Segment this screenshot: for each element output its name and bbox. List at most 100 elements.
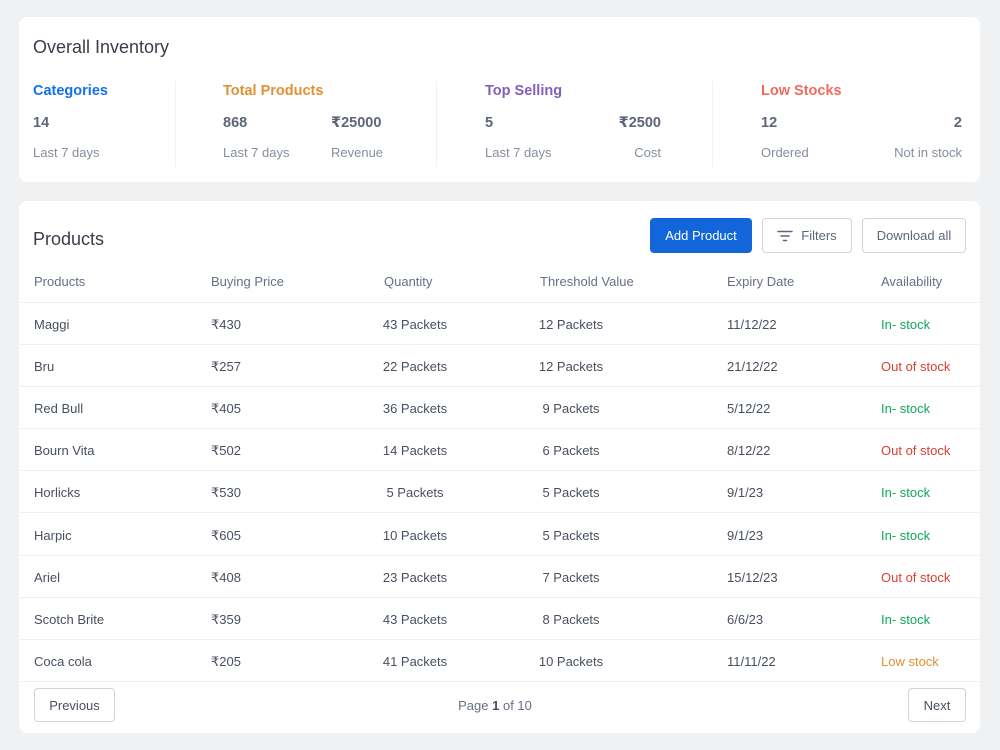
buying-price-cell: ₹205 [211,653,241,669]
table-row[interactable]: Bourn Vita ₹502 14 Packets 6 Packets 8/12/22… [19,429,980,472]
product-name-cell: Horlicks [34,485,81,501]
table-row[interactable]: Horlicks ₹530 5 Packets 5 Packets 9/1/23 In- … [19,471,980,514]
add-product-button[interactable]: Add Product [650,218,752,253]
stat-cost-value: ₹2500 [618,115,661,131]
quantity-cell: 5 Packets [386,485,444,501]
page-word: Page [458,698,489,713]
stat-revenue-value: ₹25000 [331,115,382,131]
table-header: Products Buying Price Quantity Threshold… [19,263,980,303]
quantity-cell: 22 Packets [382,359,448,375]
stat-not-in-stock-sub: Not in stock [894,145,962,160]
threshold-value-cell: 10 Packets [538,653,604,669]
availability-cell: In- stock [881,401,931,417]
availability-cell: In- stock [881,485,931,501]
availability-cell: In- stock [881,527,931,543]
stat-categories: Categories 14 Last 7 days [33,81,173,169]
quantity-cell: 43 Packets [382,611,448,627]
expiry-date-cell: 21/12/22 [727,359,778,375]
previous-page-button[interactable]: Previous [34,688,115,722]
stat-total-products: Total Products 868 Last 7 days ₹25000 Re… [223,81,423,169]
column-header-buying-price[interactable]: Buying Price [211,274,284,289]
product-name-cell: Red Bull [34,401,84,417]
stat-revenue-sub: Revenue [331,145,384,160]
column-header-availability[interactable]: Availability [881,274,943,289]
quantity-cell: 36 Packets [382,401,448,417]
stat-categories-value: 14 [33,115,50,131]
stat-divider [175,81,176,167]
quantity-cell: 43 Packets [382,317,448,332]
expiry-date-cell: 11/11/22 [727,653,776,669]
availability-cell: In- stock [881,317,931,332]
products-card: Products Add Product Filters Download al… [19,201,980,733]
table-row[interactable]: Red Bull ₹405 36 Packets 9 Packets 5/12/22 In… [19,387,980,430]
expiry-date-cell: 11/12/22 [727,317,777,332]
buying-price-cell: ₹430 [211,317,241,332]
stat-top-selling-sub: Last 7 days [485,145,552,160]
filter-lines-icon [777,230,794,241]
product-name-cell: Harpic [34,527,72,543]
threshold-value-cell: 6 Packets [542,443,600,459]
expiry-date-cell: 9/1/23 [727,485,764,501]
stat-categories-label: Categories [33,83,108,99]
buying-price-cell: ₹530 [211,485,241,501]
product-name-cell: Ariel [34,569,61,585]
column-header-threshold-value[interactable]: Threshold Value [540,274,634,289]
filters-label: Filters [801,228,837,243]
total-pages: 10 [517,698,532,713]
product-name-cell: Coca cola [34,653,92,669]
expiry-date-cell: 8/12/22 [727,443,771,459]
table-row[interactable]: Maggi ₹430 43 Packets 12 Packets 11/12/22 In-… [19,303,980,345]
quantity-cell: 23 Packets [382,569,448,585]
stat-categories-sub: Last 7 days [33,145,100,160]
stat-low-stocks-sub: Ordered [761,145,809,160]
stat-low-stocks-value: 12 [761,115,778,131]
current-page: 1 [492,698,500,713]
stat-divider [436,81,437,167]
quantity-cell: 10 Packets [382,527,448,543]
products-title: Products [33,229,105,249]
stat-low-stocks: Low Stocks 12 Ordered 2 Not in stock [761,81,962,169]
column-header-expiry-date[interactable]: Expiry Date [727,274,795,289]
stat-cost-sub: Cost [634,145,661,160]
threshold-value-cell: 8 Packets [542,611,600,627]
stat-total-products-value: 868 [223,115,248,131]
quantity-cell: 14 Packets [382,443,448,459]
availability-cell: Out of stock [881,443,951,459]
availability-cell: Out of stock [881,359,951,375]
buying-price-cell: ₹605 [211,527,241,543]
buying-price-cell: ₹502 [211,443,241,459]
inventory-title: Overall Inventory [33,37,170,57]
table-row[interactable]: Coca cola ₹205 41 Packets 10 Packets 11/11/2… [19,640,980,682]
threshold-value-cell: 12 Packets [538,359,604,375]
buying-price-cell: ₹405 [211,401,241,417]
threshold-value-cell: 9 Packets [542,401,600,417]
column-header-quantity[interactable]: Quantity [384,274,433,289]
table-row[interactable]: Ariel ₹408 23 Packets 7 Packets 15/12/23 Out … [19,556,980,598]
availability-cell: In- stock [881,611,931,627]
expiry-date-cell: 6/6/23 [727,611,764,627]
column-header-products[interactable]: Products [34,274,86,289]
product-name-cell: Maggi [34,317,70,332]
stat-top-selling-label: Top Selling [485,83,563,99]
availability-cell: Low stock [881,653,939,669]
filters-button[interactable]: Filters [762,218,852,253]
stat-top-selling-value: 5 [485,115,494,131]
table-row[interactable]: Harpic ₹605 10 Packets 5 Packets 9/1/23 In- s… [19,514,980,556]
buying-price-cell: ₹359 [211,611,241,627]
stat-total-products-label: Total Products [223,83,324,99]
quantity-cell: 41 Packets [382,653,448,669]
stat-divider [712,81,713,167]
threshold-value-cell: 5 Packets [542,485,600,501]
availability-cell: Out of stock [881,569,951,585]
stat-not-in-stock-value: 2 [953,115,962,131]
buying-price-cell: ₹257 [211,359,241,375]
product-name-cell: Bru [34,359,55,375]
product-name-cell: Scotch Brite [34,611,105,627]
page-indicator: Page 1 of 10 [458,698,532,713]
table-row[interactable]: Bru ₹257 22 Packets 12 Packets 21/12/22 Out o… [19,345,980,388]
download-all-button[interactable]: Download all [862,218,966,253]
table-row[interactable]: Scotch Brite ₹359 43 Packets 8 Packets 6/6/2… [19,598,980,640]
next-page-button[interactable]: Next [908,688,966,722]
expiry-date-cell: 15/12/23 [727,569,778,585]
overall-inventory-card: Overall Inventory Categories 14 Last 7 d… [19,17,980,182]
